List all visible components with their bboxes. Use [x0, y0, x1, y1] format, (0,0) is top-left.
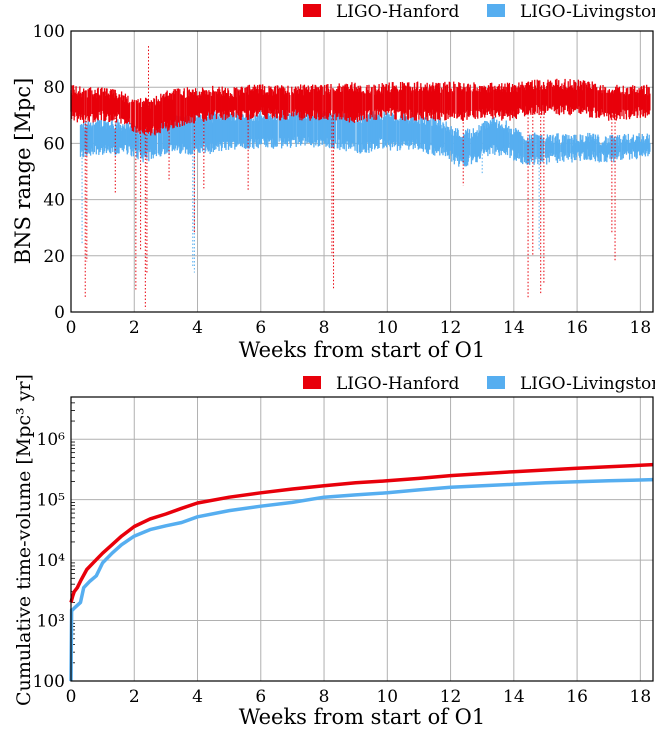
hanford-range-series: [70, 45, 651, 310]
bottom-ytick-label: 100: [33, 672, 65, 692]
top-panel: 0 2 4 6 8 10 12 14 16 18 0 20 40 60 80 100 Weeks from s…: [11, 2, 655, 362]
legend-label-livingston: LIGO-Livingston: [520, 374, 655, 394]
top-axes-frame: [70, 30, 654, 313]
top-ytick-label: 20: [43, 247, 65, 267]
bottom-xtick-label: 6: [255, 687, 266, 707]
top-tick-labels: 0 2 4 6 8 10 12 14 16 18 0 20 40 60 80 100: [33, 22, 652, 338]
top-legend: LIGO-Hanford LIGO-Livingston: [303, 2, 655, 22]
bottom-xtick-label: 14: [503, 687, 525, 707]
top-xtick-label: 0: [66, 318, 77, 338]
top-xtick-label: 16: [566, 318, 588, 338]
bottom-xlabel: Weeks from start of O1: [239, 705, 486, 729]
bottom-axes-frame: [70, 396, 654, 682]
top-ytick-label: 60: [43, 134, 65, 154]
legend-swatch-livingston: [487, 376, 505, 389]
bottom-xtick-label: 4: [192, 687, 203, 707]
bottom-xtick-label: 16: [566, 687, 588, 707]
bottom-ylabel: Cumulative time-volume [Mpc³ yr]: [13, 374, 35, 706]
bottom-xtick-label: 8: [319, 687, 330, 707]
legend-label-hanford: LIGO-Hanford: [336, 2, 459, 22]
livingston-cumulative-line: [69, 477, 654, 682]
bottom-xtick-label: 12: [440, 687, 462, 707]
bottom-grid: [70, 396, 653, 682]
legend-label-hanford: LIGO-Hanford: [336, 374, 459, 394]
top-ytick-label: 40: [43, 191, 65, 211]
legend-swatch-hanford: [303, 376, 321, 389]
bottom-xtick-label: 18: [630, 687, 652, 707]
legend-swatch-hanford: [303, 4, 321, 17]
legend-label-livingston: LIGO-Livingston: [520, 2, 655, 22]
top-ylabel: BNS range [Mpc]: [11, 78, 35, 265]
bottom-legend: LIGO-Hanford LIGO-Livingston: [303, 374, 655, 394]
top-xtick-label: 12: [440, 318, 462, 338]
bottom-xtick-label: 2: [129, 687, 140, 707]
bottom-ytick-label: 10⁴: [37, 551, 66, 571]
bottom-xtick-label: 10: [376, 687, 398, 707]
bottom-tick-labels: 0 2 4 6 8 10 12 14 16 18 100 10³ 10⁴ 10⁵ 10⁶: [33, 430, 652, 707]
top-xtick-label: 8: [319, 318, 330, 338]
top-xtick-label: 14: [503, 318, 525, 338]
top-xlabel: Weeks from start of O1: [239, 338, 486, 362]
bottom-ytick-label: 10³: [37, 612, 65, 632]
top-ytick-label: 80: [43, 78, 65, 98]
bottom-xtick-label: 0: [66, 687, 77, 707]
bottom-plot-area: [69, 462, 654, 682]
top-plot-area: [70, 45, 651, 310]
top-ytick-label: 0: [54, 303, 65, 323]
top-xtick-label: 10: [376, 318, 398, 338]
bottom-panel: 0 2 4 6 8 10 12 14 16 18 100 10³ 10⁴ 10⁵ 10⁶ Weeks fro…: [13, 374, 655, 729]
legend-swatch-livingston: [487, 4, 505, 17]
top-xtick-label: 18: [630, 318, 652, 338]
top-xtick-label: 4: [192, 318, 203, 338]
top-ytick-label: 100: [33, 22, 65, 42]
bottom-ytick-label: 10⁶: [37, 430, 66, 450]
livingston-range-series: [79, 107, 651, 273]
top-grid: [70, 30, 653, 313]
top-xtick-label: 2: [129, 318, 140, 338]
hanford-cumulative-line: [69, 462, 654, 603]
bottom-ytick-label: 10⁵: [37, 491, 66, 511]
top-xtick-label: 6: [255, 318, 266, 338]
